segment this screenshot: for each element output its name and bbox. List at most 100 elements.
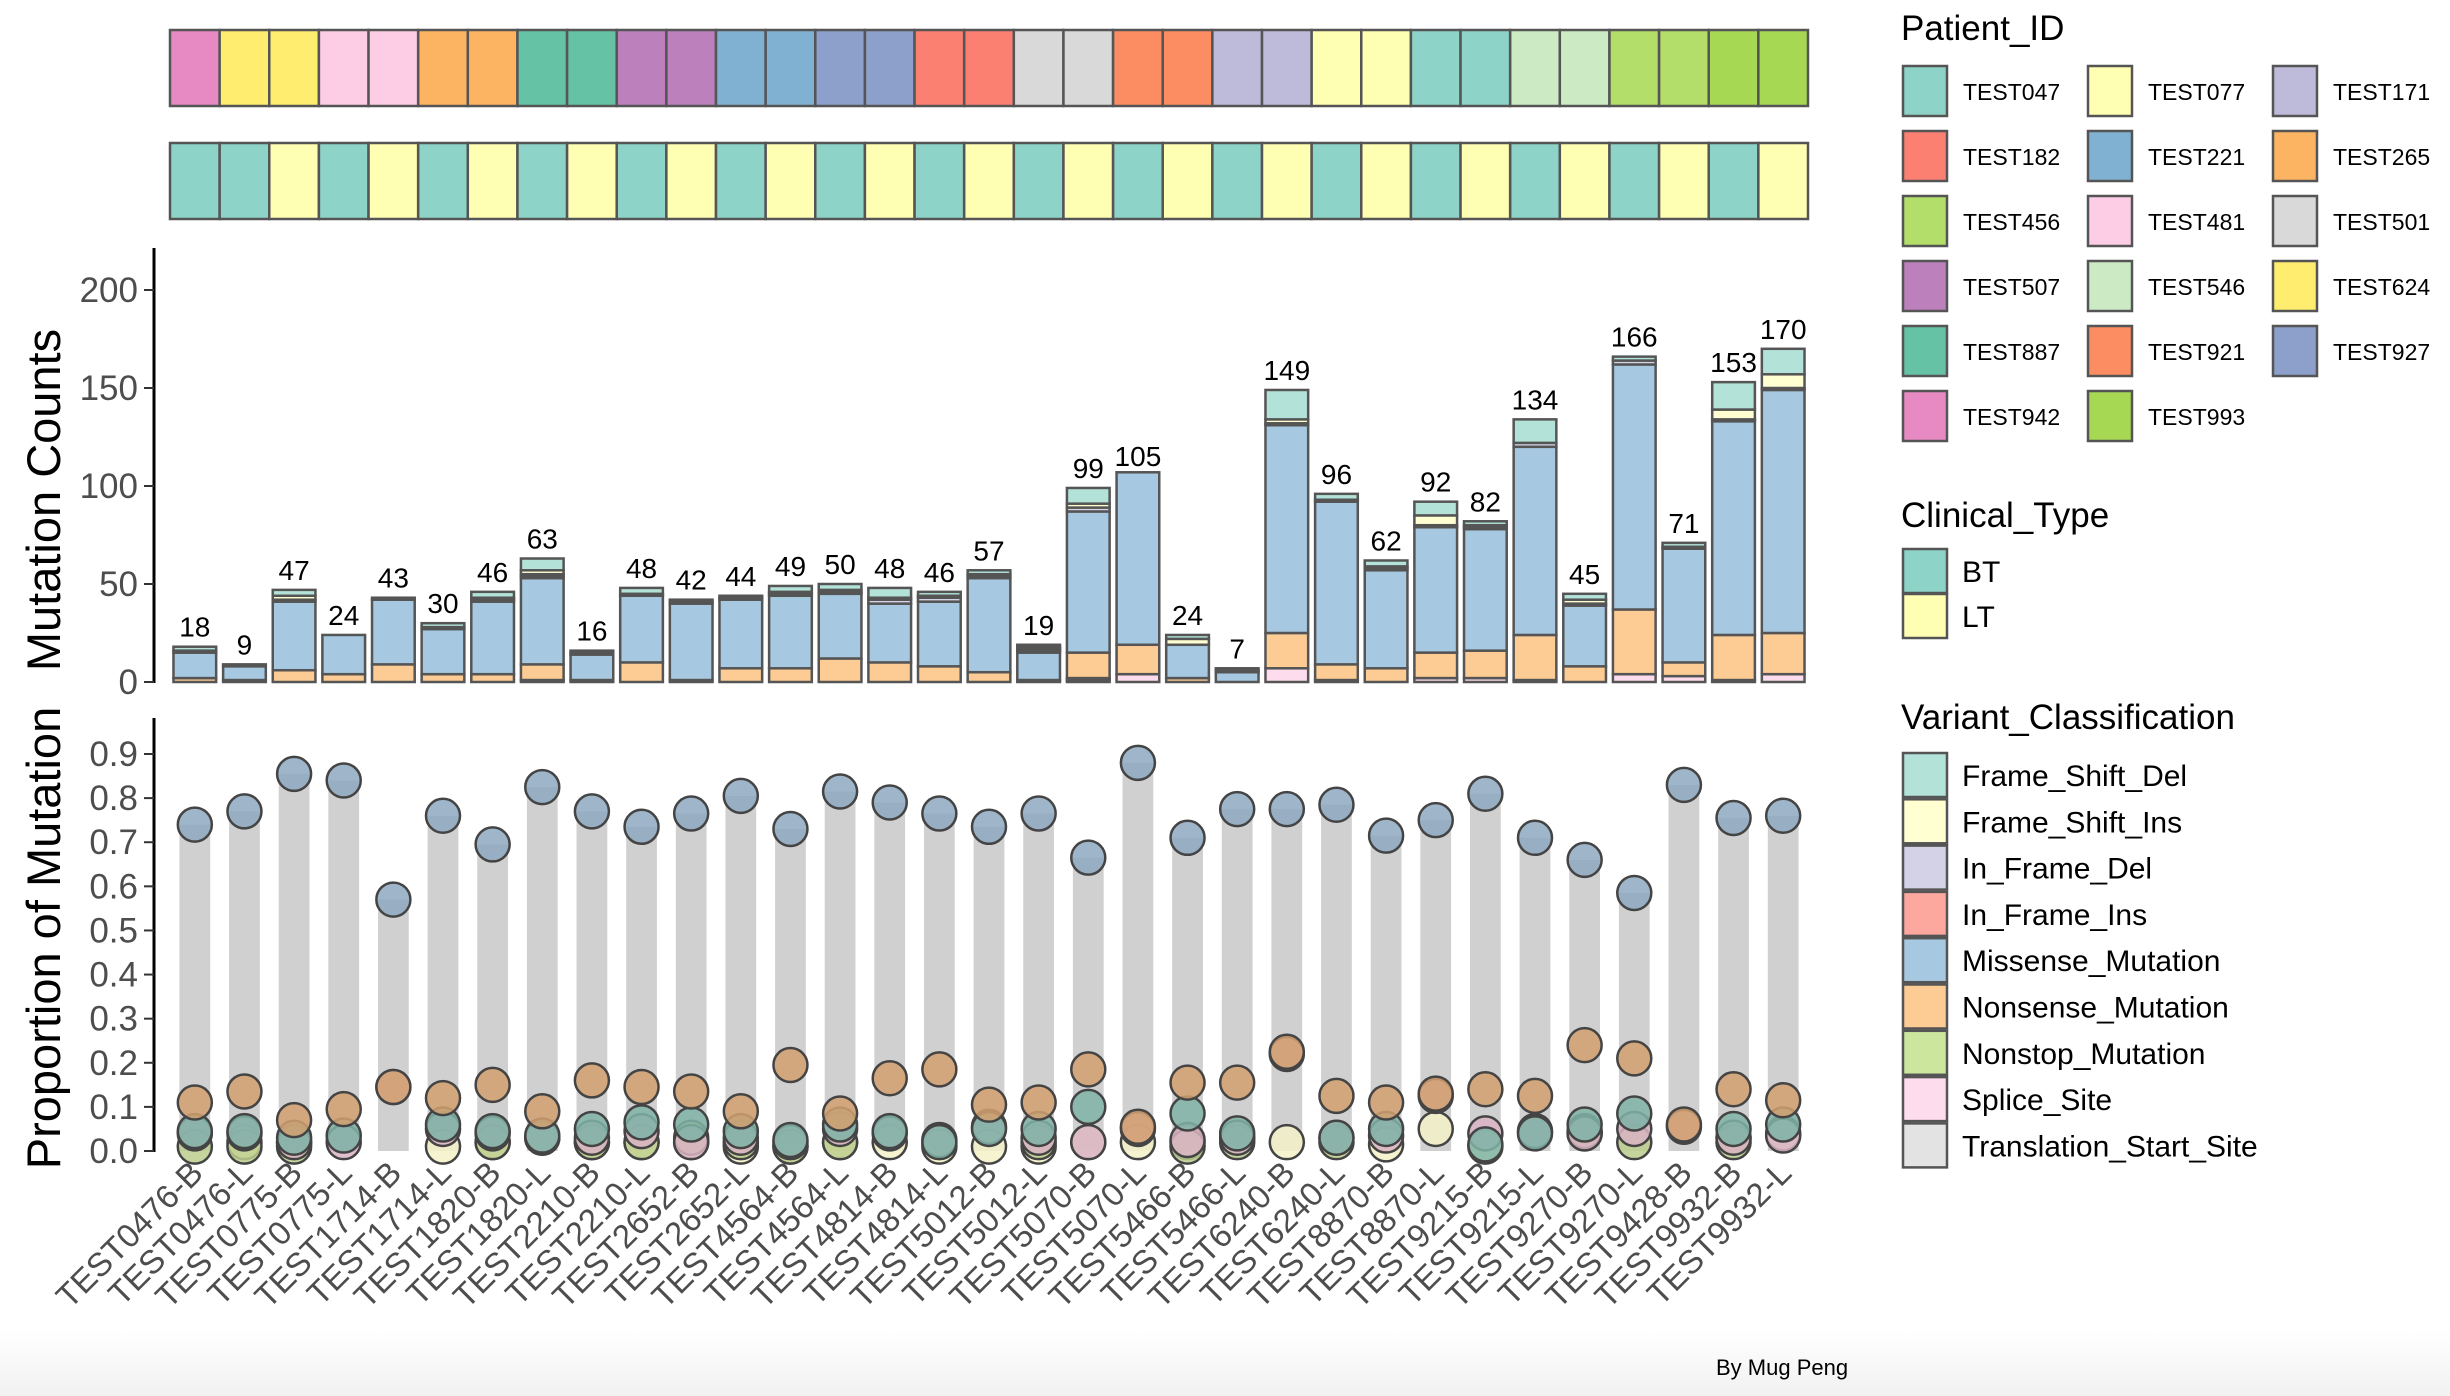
bar-segment <box>916 600 962 668</box>
patient-tile <box>1608 28 1661 108</box>
proportion-point <box>672 1106 710 1143</box>
clinical-tile <box>1260 141 1313 221</box>
bar-segment <box>519 663 565 682</box>
proportion-point <box>623 808 660 846</box>
proportion-tick-label: 0.2 <box>89 1044 138 1083</box>
legend-label: TEST171 <box>2333 79 2430 105</box>
clinical-tile <box>863 141 916 221</box>
clinical-tile <box>1062 141 1115 221</box>
bar-segment <box>966 670 1012 684</box>
bar-segment <box>916 590 962 598</box>
bar-segment <box>1760 373 1806 390</box>
bar-segment <box>1611 355 1657 362</box>
bar-segment <box>817 592 863 660</box>
proportion-point <box>1367 817 1405 854</box>
x-axis-labels: TEST0476-BTEST0476-LTEST0775-BTEST0775-L… <box>49 1154 1798 1315</box>
bar-total-label: 45 <box>1569 559 1600 590</box>
proportion-point <box>1070 1123 1107 1161</box>
legend-swatch <box>1901 547 1949 595</box>
bar-segment <box>1363 667 1409 684</box>
legend-label: BT <box>1962 556 2000 589</box>
proportion-point <box>1616 874 1653 912</box>
bar-segment <box>1462 649 1508 680</box>
bar-segment <box>1065 510 1111 654</box>
bar-segment <box>519 576 565 666</box>
clinical-tile <box>962 141 1016 221</box>
proportion-point <box>722 1093 760 1130</box>
proportion-point <box>325 762 362 799</box>
proportion-point <box>1764 1082 1802 1119</box>
legend-clinical-title: Clinical_Type <box>1901 496 2109 535</box>
clinical-tile <box>1012 141 1065 221</box>
bar-total-label: 30 <box>427 588 458 619</box>
proportion-point <box>1417 1075 1454 1112</box>
clinical-tile <box>1310 141 1363 221</box>
bar-segment <box>966 569 1012 576</box>
proportion-point <box>1715 799 1752 837</box>
legend-label: Frame_Shift_Ins <box>1962 806 2182 839</box>
proportion-point <box>573 793 611 830</box>
bar-segment <box>767 667 814 684</box>
legend-label: In_Frame_Del <box>1962 853 2152 886</box>
proportion-point <box>1467 1126 1504 1163</box>
legend-label: Translation_Start_Site <box>1962 1130 2258 1163</box>
patient-tile <box>466 28 519 108</box>
legend-label: LT <box>1962 601 1995 634</box>
bar-total-label: 18 <box>179 612 210 643</box>
proportion-point <box>226 1112 263 1150</box>
patient-tile <box>1707 28 1760 108</box>
legend-label: TEST481 <box>2148 209 2245 235</box>
clinical-tile <box>317 141 370 221</box>
patient-tile <box>1260 28 1313 108</box>
bar-segment <box>1661 541 1707 549</box>
bar-segment <box>569 653 615 682</box>
bar-segment <box>1710 380 1757 411</box>
patient-tile <box>1558 28 1611 108</box>
proportion-point <box>772 810 809 848</box>
bar-segment <box>1115 643 1161 676</box>
bar-total-label: 19 <box>1023 610 1054 641</box>
bar-segment <box>172 651 218 680</box>
proportion-point <box>871 1059 908 1097</box>
bar-segment <box>1363 559 1409 568</box>
legend-swatch <box>1901 936 1949 984</box>
legend-variant-title: Variant_Classification <box>1901 698 2235 737</box>
bar-segment <box>569 649 615 654</box>
proportion-panel: Proportion of Mutation 0.0 0.1 0.2 0.3 0.4 0.… <box>17 707 1802 1171</box>
bar-total-label: 134 <box>1512 384 1559 415</box>
proportion-point <box>573 1062 611 1099</box>
legend-variant-classification: Variant_Classification Frame_Shift_Del Fr… <box>1901 698 2258 1169</box>
proportion-point <box>1020 1084 1057 1121</box>
bar-segment <box>420 627 466 676</box>
bar-segment <box>1264 388 1310 421</box>
proportion-point <box>275 755 313 793</box>
proportion-range-segment <box>377 899 409 1151</box>
bar-segment <box>1313 492 1360 501</box>
legend-swatch <box>1901 798 1949 845</box>
bar-segment <box>718 667 764 684</box>
bar-total-label: 42 <box>676 565 707 596</box>
proportion-point <box>1318 1077 1355 1115</box>
bar-total-label: 9 <box>237 629 253 660</box>
clinical-tile <box>1757 141 1810 221</box>
legend-swatch <box>1901 1029 1949 1077</box>
bar-segment <box>1562 592 1608 601</box>
legend-swatch <box>1901 1122 1949 1169</box>
proportion-point <box>1367 1084 1405 1121</box>
bar-total-label: 49 <box>775 551 806 582</box>
bar-total-label: 153 <box>1710 347 1757 378</box>
proportion-tick-label: 0.9 <box>89 735 138 774</box>
patient-tile <box>615 28 668 108</box>
bar-segment <box>271 588 317 598</box>
bar-segment <box>1661 547 1707 664</box>
proportion-point <box>1318 786 1355 823</box>
bar-segment <box>1611 608 1657 676</box>
legend-swatch <box>2271 129 2319 183</box>
legend-label: TEST942 <box>1963 404 2060 430</box>
proportion-range-segment <box>923 813 955 1151</box>
proportion-point <box>176 806 214 843</box>
patient-tile <box>218 28 271 108</box>
proportion-point <box>1417 1110 1454 1148</box>
counts-tick-label: 0 <box>119 663 138 702</box>
bar-segment <box>370 598 416 666</box>
